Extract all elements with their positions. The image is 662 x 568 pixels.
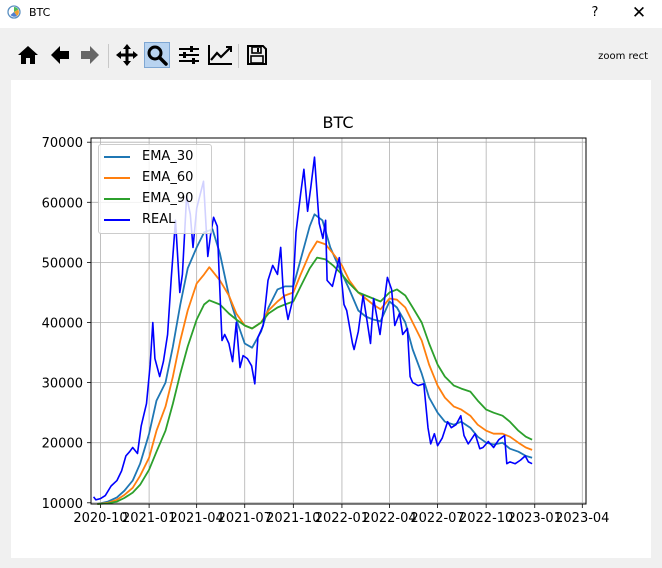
- toolbar-separator: [108, 44, 109, 68]
- x-tick-label: 2022-01: [315, 511, 369, 526]
- home-icon: [18, 46, 38, 64]
- line-chart-icon: [208, 45, 232, 65]
- close-button[interactable]: ✕: [631, 3, 647, 23]
- series-lines: [92, 156, 533, 505]
- series-line-ema-90: [97, 256, 533, 505]
- zoom-button[interactable]: [144, 42, 170, 68]
- figure-canvas[interactable]: BTC 2020-10 2021-01 2021-04 2021-07 2021-10 2…: [11, 80, 651, 558]
- x-tick-label: 2022-10: [459, 511, 513, 526]
- y-tick-label: 60000: [42, 196, 83, 211]
- x-tick-label: 2023-01: [508, 511, 562, 526]
- arrow-left-icon: [51, 46, 69, 64]
- back-button[interactable]: [47, 42, 73, 68]
- y-tick-label: 30000: [42, 377, 83, 392]
- x-tick-label: 2022-04: [362, 511, 416, 526]
- x-tick-label: 2023-04: [555, 511, 609, 526]
- legend-label: EMA_60: [142, 170, 194, 185]
- arrow-right-icon: [81, 46, 99, 64]
- legend-label: EMA_90: [142, 191, 194, 206]
- legend-swatch: [104, 198, 130, 200]
- x-tick-label: 2020-10: [73, 511, 127, 526]
- series-line-ema-60: [97, 240, 533, 505]
- matplotlib-icon: [7, 5, 21, 19]
- legend-swatch: [104, 177, 130, 179]
- forward-button[interactable]: [77, 42, 103, 68]
- y-axis: 10000 20000 30000 40000 50000 60000 70000: [42, 136, 91, 512]
- x-tick-label: 2021-04: [169, 511, 223, 526]
- legend-swatch: [104, 156, 130, 158]
- help-button[interactable]: ?: [591, 5, 599, 20]
- magnifier-icon: [147, 45, 168, 66]
- y-tick-label: 50000: [42, 256, 83, 271]
- sliders-icon: [179, 46, 199, 64]
- window-title: BTC: [29, 6, 51, 19]
- floppy-icon: [247, 45, 267, 65]
- legend-swatch: [104, 219, 130, 221]
- y-tick-label: 70000: [42, 136, 83, 151]
- x-axis: 2020-102021-012021-042021-072021-102022-…: [73, 504, 609, 526]
- legend-label: REAL: [142, 212, 176, 227]
- y-tick-label: 10000: [42, 497, 83, 512]
- series-line-ema-30: [97, 213, 533, 505]
- chart-title: BTC: [323, 113, 354, 132]
- legend-label: EMA_30: [142, 149, 194, 164]
- axes-edit-button[interactable]: [207, 42, 233, 68]
- x-tick-label: 2021-01: [122, 511, 176, 526]
- navigation-toolbar: zoom rect: [0, 36, 662, 78]
- status-message: zoom rect: [598, 51, 648, 62]
- move-icon: [116, 44, 138, 66]
- home-button[interactable]: [15, 42, 41, 68]
- y-tick-label: 40000: [42, 317, 83, 332]
- window-titlebar: BTC ? ✕: [0, 0, 662, 28]
- plot-area: [90, 137, 587, 505]
- legend: EMA_30 EMA_60 EMA_90 REAL: [98, 144, 212, 234]
- btc-chart[interactable]: BTC 2020-102021-012021-042021-072021-102…: [11, 80, 651, 558]
- x-tick-label: 2021-10: [266, 511, 320, 526]
- x-tick-label: 2021-07: [218, 511, 272, 526]
- series-line-real: [92, 156, 533, 501]
- x-tick-label: 2022-07: [410, 511, 464, 526]
- subplots-button[interactable]: [176, 42, 202, 68]
- y-tick-label: 20000: [42, 437, 83, 452]
- save-button[interactable]: [244, 42, 270, 68]
- pan-button[interactable]: [114, 42, 140, 68]
- toolbar-separator: [238, 44, 239, 68]
